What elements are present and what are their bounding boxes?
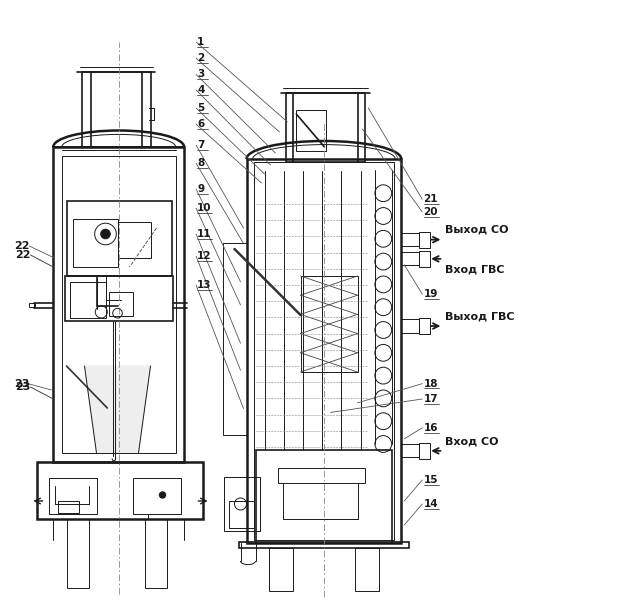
Text: 2: 2 bbox=[198, 53, 204, 63]
Bar bbox=[269, 548, 293, 591]
Text: 23: 23 bbox=[14, 379, 29, 389]
Text: 22: 22 bbox=[14, 241, 29, 251]
Bar bbox=[296, 110, 326, 151]
Bar bbox=[222, 243, 246, 435]
Bar bbox=[256, 450, 392, 543]
Text: Вход СО: Вход СО bbox=[445, 436, 499, 446]
Bar bbox=[132, 478, 181, 514]
Bar bbox=[66, 201, 171, 276]
Bar bbox=[419, 251, 430, 267]
Text: 14: 14 bbox=[424, 499, 438, 509]
Text: 7: 7 bbox=[198, 140, 204, 150]
Text: 6: 6 bbox=[198, 119, 204, 129]
Bar bbox=[239, 542, 409, 548]
Bar bbox=[286, 93, 365, 162]
Bar bbox=[58, 501, 79, 513]
Bar bbox=[72, 219, 118, 267]
Text: 20: 20 bbox=[424, 207, 438, 217]
Bar bbox=[419, 232, 430, 248]
Bar bbox=[419, 318, 430, 334]
Text: 18: 18 bbox=[424, 379, 438, 389]
Text: 13: 13 bbox=[198, 280, 212, 290]
Bar bbox=[401, 319, 419, 332]
Bar bbox=[301, 276, 358, 372]
Bar bbox=[401, 233, 419, 246]
Bar bbox=[254, 162, 394, 540]
Text: 3: 3 bbox=[198, 70, 204, 79]
Text: 16: 16 bbox=[424, 423, 438, 433]
Text: 5: 5 bbox=[198, 103, 204, 113]
Bar bbox=[401, 444, 419, 457]
Text: 1: 1 bbox=[198, 37, 204, 47]
Text: 4: 4 bbox=[198, 85, 204, 95]
Bar bbox=[118, 222, 151, 258]
Bar bbox=[53, 147, 184, 462]
Text: 9: 9 bbox=[198, 184, 204, 194]
Text: 22: 22 bbox=[15, 250, 31, 260]
Bar bbox=[49, 478, 96, 514]
Bar bbox=[144, 519, 168, 588]
Text: 15: 15 bbox=[424, 475, 438, 485]
Text: 19: 19 bbox=[424, 289, 438, 299]
Bar bbox=[278, 468, 365, 483]
Text: 23: 23 bbox=[15, 382, 31, 392]
Bar bbox=[36, 462, 203, 519]
Text: 11: 11 bbox=[198, 229, 212, 239]
Circle shape bbox=[101, 229, 110, 239]
Bar bbox=[69, 282, 106, 318]
Bar bbox=[65, 276, 173, 321]
Bar bbox=[354, 548, 379, 591]
Bar bbox=[224, 477, 260, 531]
Text: 10: 10 bbox=[198, 203, 212, 213]
Text: 17: 17 bbox=[424, 394, 438, 404]
Bar bbox=[29, 303, 35, 307]
Polygon shape bbox=[84, 366, 151, 453]
Bar bbox=[419, 443, 430, 459]
Text: 8: 8 bbox=[198, 158, 204, 168]
Bar bbox=[62, 156, 176, 453]
Bar bbox=[246, 159, 401, 543]
Circle shape bbox=[159, 492, 166, 498]
Text: Вход ГВС: Вход ГВС bbox=[445, 265, 504, 275]
Bar bbox=[401, 252, 419, 265]
Text: Выход ГВС: Выход ГВС bbox=[445, 311, 514, 321]
Bar bbox=[81, 72, 151, 147]
Bar bbox=[109, 292, 132, 316]
Bar bbox=[66, 519, 89, 588]
Text: 21: 21 bbox=[424, 194, 438, 205]
Text: Выход СО: Выход СО bbox=[445, 225, 509, 235]
Bar bbox=[229, 501, 254, 528]
Text: 12: 12 bbox=[198, 251, 212, 261]
